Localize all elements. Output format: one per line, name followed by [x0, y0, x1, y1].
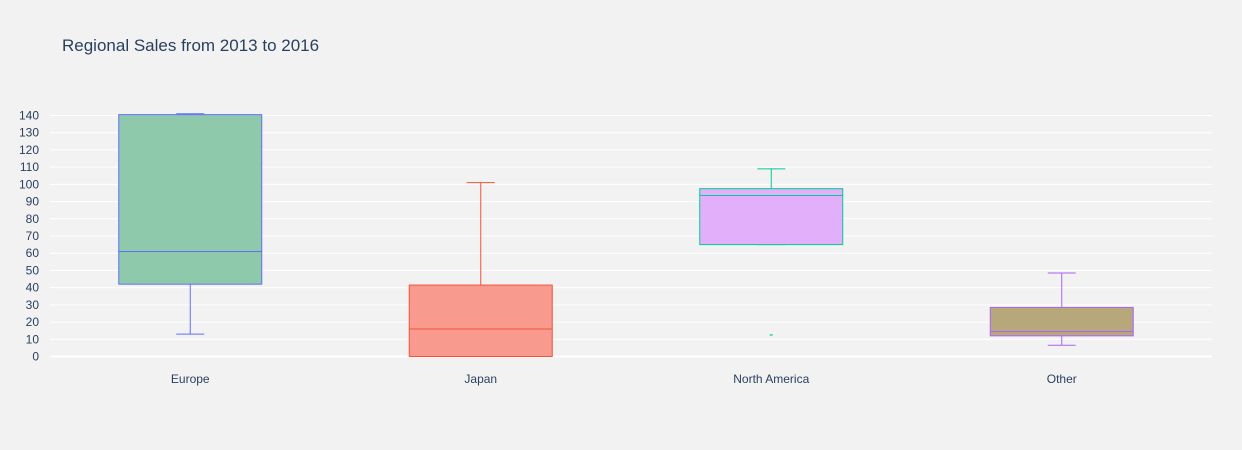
- x-category-label: Other: [1047, 372, 1077, 386]
- y-tick-label: 110: [20, 160, 39, 174]
- y-tick-label: 30: [26, 298, 40, 312]
- y-tick-label: 20: [26, 315, 40, 329]
- box-iqr: [699, 188, 844, 246]
- x-category-label: Europe: [171, 372, 210, 386]
- box-japan: [408, 182, 553, 357]
- boxes-layer: [118, 113, 1134, 357]
- y-tick-label: 60: [26, 246, 40, 260]
- x-category-label: North America: [733, 372, 809, 386]
- y-tick-label: 90: [26, 195, 40, 209]
- box-europe: [118, 113, 263, 335]
- x-category-label: Japan: [464, 372, 497, 386]
- box-other: [989, 272, 1134, 346]
- y-tick-label: 70: [26, 229, 40, 243]
- y-tick-label: 50: [26, 263, 40, 277]
- y-tick-label: 0: [32, 350, 39, 364]
- x-axis-categories: Europe Japan North America Other: [171, 372, 1077, 386]
- y-tick-label: 80: [26, 212, 40, 226]
- y-tick-label: 130: [19, 126, 39, 140]
- y-tick-label: 120: [19, 143, 39, 157]
- y-tick-label: 10: [26, 332, 40, 346]
- box-iqr: [408, 284, 553, 357]
- box-north-america: [699, 168, 844, 336]
- box-iqr: [118, 114, 263, 285]
- y-tick-label: 100: [19, 177, 39, 191]
- y-tick-label: 140: [19, 109, 39, 123]
- chart-title: Regional Sales from 2013 to 2016: [62, 36, 319, 55]
- y-axis-ticks: 0 10 20 30 40 50 60 70 80 90 100 110 120 130 140: [19, 109, 39, 364]
- y-tick-label: 40: [26, 281, 40, 295]
